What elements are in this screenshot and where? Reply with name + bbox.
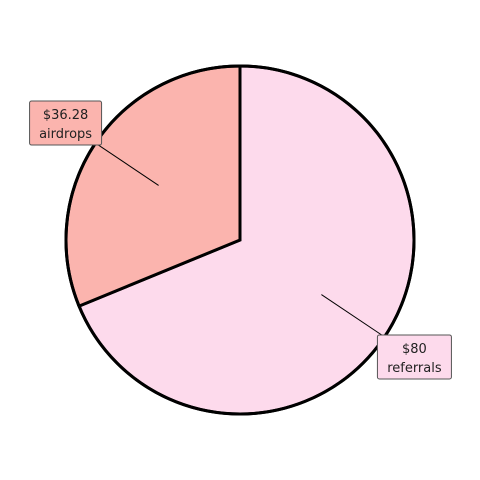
label-box-referrals xyxy=(376,334,452,380)
slice-labels: $80 referrals $36.28 airdrops xyxy=(29,100,452,380)
slice-value-label: $80 xyxy=(402,342,427,357)
pie-outline xyxy=(64,64,416,416)
slice-category-label: referrals xyxy=(387,361,442,376)
pie-slices xyxy=(64,64,416,416)
slice-value-label: $36.28 xyxy=(43,108,89,123)
label-box-airdrops xyxy=(29,100,103,146)
slice-category-label: airdrops xyxy=(39,127,92,142)
